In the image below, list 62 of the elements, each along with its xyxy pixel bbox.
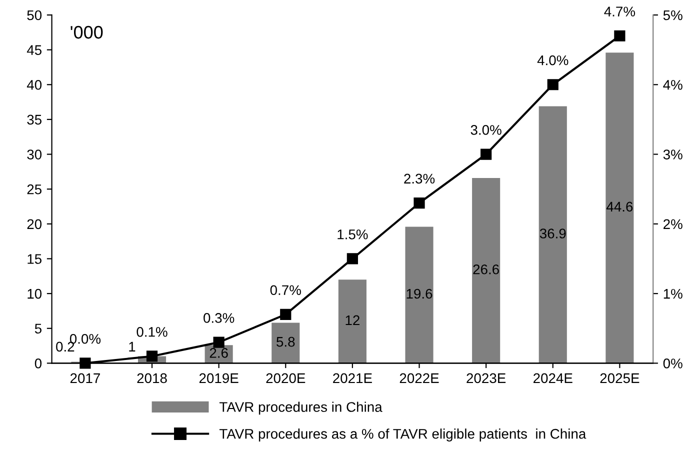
legend-label: TAVR procedures in China (219, 402, 382, 415)
annotation: '000 (70, 26, 103, 39)
data-label: 44.6 (606, 202, 633, 212)
data-label: 1 (129, 342, 136, 352)
y2-tick-label: 1% (664, 288, 682, 299)
point (346, 253, 358, 264)
x-tick-label: 2017 (70, 373, 100, 384)
x-tick-label: 2025E (600, 373, 640, 384)
y-tick-label: 35 (27, 114, 42, 125)
data-label: 3.0% (470, 125, 502, 135)
y-tick-label: 15 (28, 254, 42, 264)
data-label: 0.1% (136, 326, 168, 337)
y2-tick-label: 5% (663, 10, 682, 20)
point (280, 308, 292, 320)
data-label: 4.7% (604, 6, 636, 16)
y-tick-label: 5 (34, 324, 42, 334)
x-tick-label: 2019E (199, 373, 238, 384)
y2-tick-label: 2% (664, 219, 682, 230)
data-label: 0.7% (270, 285, 301, 296)
x-tick-label: 2020E (266, 373, 306, 384)
point (414, 197, 425, 209)
data-label: 2.3% (404, 174, 435, 184)
data-label: 0.3% (204, 313, 234, 323)
point (213, 336, 224, 348)
point (146, 350, 158, 362)
data-label: 1.5% (338, 230, 368, 240)
bar (472, 178, 500, 364)
point (80, 358, 91, 369)
data-label: 36.9 (540, 228, 566, 238)
point (480, 148, 492, 160)
point (547, 79, 558, 90)
bar (538, 106, 567, 364)
data-label: 0.0% (70, 334, 101, 344)
x-tick-label: 2023E (466, 373, 506, 384)
bar (272, 322, 300, 364)
y-tick-label: 40 (26, 80, 42, 90)
data-label: 4.0% (537, 55, 568, 66)
y-tick-label: 10 (28, 288, 42, 299)
y-tick-label: 20 (27, 219, 42, 230)
x-tick-label: 2021E (333, 373, 372, 384)
x-tick-label: 2024E (534, 373, 572, 384)
y-tick-label: 30 (27, 150, 42, 160)
bar (405, 226, 434, 364)
y-tick-label: 25 (27, 184, 42, 194)
data-label: 26.6 (473, 264, 499, 274)
y-tick-label: 50 (27, 10, 42, 20)
y-tick-label: 0 (34, 358, 42, 368)
y2-tick-label: 0% (663, 358, 682, 368)
y2-tick-label: 4% (663, 80, 682, 90)
x-tick-label: 2018 (137, 373, 167, 384)
bar (606, 52, 634, 364)
y-tick-label: 45 (26, 45, 42, 55)
data-label: 19.6 (406, 288, 432, 299)
point (614, 30, 626, 42)
bar (338, 280, 366, 364)
data-label: 5.8 (276, 336, 295, 347)
data-label: 2.6 (210, 348, 228, 358)
data-label: 0.2 (56, 342, 74, 352)
legend-label: TAVR procedures as a % of TAVR eligible patients in China (219, 428, 586, 442)
x-tick-label: 2022E (400, 373, 439, 384)
y2-tick-label: 3% (663, 150, 682, 160)
data-label: 12 (346, 315, 360, 326)
